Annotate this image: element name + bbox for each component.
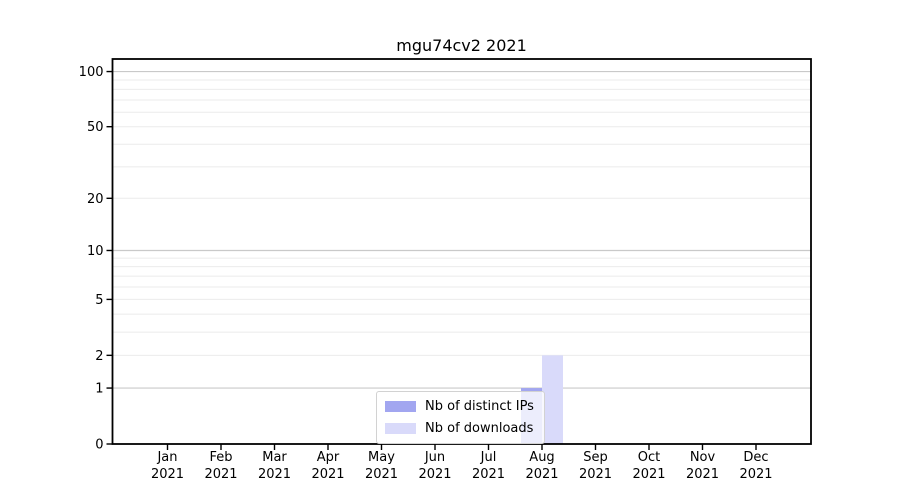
x-tick-label: 2021 [472,467,505,482]
legend: Nb of distinct IPs Nb of downloads [376,391,545,444]
legend-label: Nb of distinct IPs [425,399,534,414]
x-tick-label: Jun [424,450,445,465]
y-tick-label: 20 [87,192,104,207]
x-tick-label: Dec [743,450,768,465]
x-tick-label: 2021 [739,467,772,482]
x-tick-label: Nov [690,450,716,465]
legend-swatch-distinct-ips [385,401,416,412]
x-tick-label: 2021 [418,467,451,482]
x-tick-label: Oct [638,450,660,465]
x-tick-label: Jul [480,450,497,465]
x-tick-label: Mar [262,450,287,465]
x-tick-label: May [368,450,395,465]
x-tick-label: 2021 [365,467,398,482]
y-tick-label: 10 [87,244,104,259]
x-tick-label: Sep [583,450,608,465]
x-tick-label: Apr [317,450,340,465]
plot-border [111,58,812,445]
x-tick-label: Feb [209,450,232,465]
chart-title: mgu74cv2 2021 [396,36,527,55]
x-tick-label: Aug [529,450,554,465]
x-tick-label: Jan [156,450,177,465]
y-tick-label: 2 [95,349,103,364]
y-tick-label: 0 [95,438,103,453]
x-tick-label: 2021 [258,467,291,482]
bar-nb-of-downloads [542,355,563,444]
x-tick-label: 2021 [311,467,344,482]
y-tick-label: 50 [87,120,104,135]
y-tick-label: 1 [95,382,103,397]
x-tick-label: 2021 [579,467,612,482]
x-tick-label: 2021 [525,467,558,482]
y-tick-label: 5 [95,293,103,308]
legend-item: Nb of distinct IPs [385,398,534,415]
x-tick-label: 2021 [151,467,184,482]
legend-item: Nb of downloads [385,420,534,437]
x-tick-label: 2021 [686,467,719,482]
legend-swatch-downloads [385,423,416,434]
x-tick-label: 2021 [204,467,237,482]
legend-label: Nb of downloads [425,421,534,436]
y-tick-label: 100 [79,65,104,80]
x-tick-label: 2021 [632,467,665,482]
